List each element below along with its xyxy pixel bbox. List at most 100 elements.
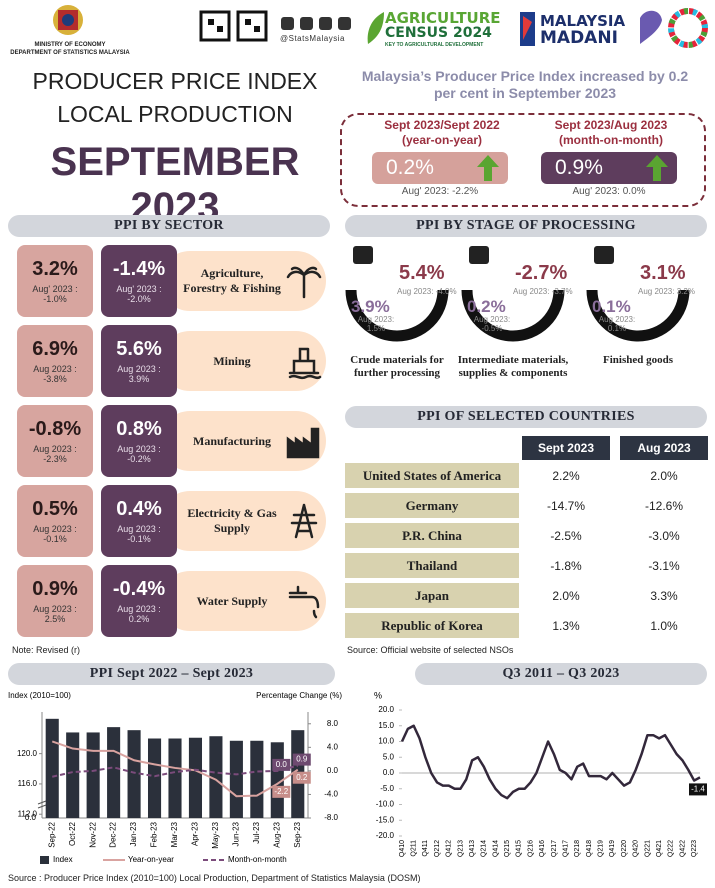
country-sept: -14.7% [546,498,586,513]
x-tick-label: Sep-23 [293,821,302,847]
x-tick-label: Q213 [457,840,464,857]
country-aug: 2.0% [650,468,678,483]
note: Note: Revised (r) [12,645,81,655]
mom-value: -1.4% [112,258,166,280]
y2-tick-label: 8.0 [327,719,339,728]
period: SEPTEMBER 2023 [50,140,300,229]
line [400,724,701,800]
yoy-box: 6.9% Aug 2023 : -3.8% [17,325,93,397]
x-tick-label: Q418 [586,840,593,857]
y2-tick-label: 4.0 [327,742,339,751]
sector-icon-shape [290,503,318,539]
summary-previous: Aug' 2023: 0.0% [572,186,646,197]
stage-mom-previous: Aug 2023: 0.1% [598,315,636,333]
x-tick-label: Oct-22 [68,821,77,846]
country-aug: -3.0% [648,528,680,543]
madani-logo [520,12,535,46]
section-header: PPI BY STAGE OF PROCESSING [345,215,707,237]
up-arrow-shape [477,155,499,181]
sector-band [160,251,326,311]
y-tick-label: 0.0 [383,768,395,777]
yoy-previous-label: Aug 2023 : [33,364,77,374]
line [51,740,299,798]
stage-icon-shape [594,246,614,264]
sector-icon [286,427,320,459]
madani-text: MALAYSIA [540,12,626,30]
yoy-previous-label: Aug 2023 : [33,604,77,614]
mom-previous-label: Aug 2023 : [117,524,161,534]
mom-value: 5.6% [116,338,162,360]
mom-box: 5.6% Aug 2023 :3.9% [101,325,177,397]
sector-name: Manufacturing [193,433,271,448]
bar [86,732,100,818]
footer: Source : Producer Price Index (2010=100)… [8,873,421,883]
mom-previous: 0.2% [128,614,150,624]
legend-swatch [40,856,49,864]
y-tick-label: -5.0 [380,784,394,793]
up-arrow-shape [646,155,668,181]
stage-arc-shape [461,289,565,342]
stage-yoy-previous: Aug 2023: 3.2% [638,287,695,296]
mom-box: 0.8% Aug 2023 : -0.2% [101,405,177,477]
value-label-box [292,753,311,766]
country-aug: 1.0% [650,618,678,633]
stage-mom: 0.1% [592,297,631,316]
source: Source: Official website of selected NSO… [347,645,514,655]
x-tick-label: Q214 [481,840,488,857]
bar [168,738,182,818]
yoy-value: 0.5% [32,498,78,520]
stage-yoy-previous: Aug 2023: -3.7% [513,287,573,296]
sdg-logos [640,8,708,48]
yoy-value: 6.9% [32,338,78,360]
sector-icon-shape [286,266,322,299]
department-name: DEPARTMENT OF STATISTICS MALAYSIA [10,50,130,56]
summary-value: 0.9% [555,156,603,179]
sector-icon-shape [286,427,320,459]
stage-arc-shape [345,289,449,342]
country-aug: 3.3% [650,588,678,603]
stage-mom: 3.9% [351,297,390,316]
stage-name: Intermediate materials, supplies & compo… [457,354,569,379]
sector-icon [288,585,320,619]
axis-break [37,800,47,809]
title: PRODUCER PRICE INDEX [32,68,318,94]
country-name: Thailand [345,553,519,578]
x-tick-label: Q411 [422,840,429,857]
x-tick-label: Q219 [598,840,605,857]
qr-codes [199,10,268,42]
summary-sublabel: (year-on-year) [401,133,483,147]
y-axis-title: Index (2010=100) [8,691,71,700]
yoy-previous-label: Aug' 2023 : [32,284,78,294]
up-arrow [477,155,499,181]
value-label: 0.0 [276,760,288,769]
y-tick-label: 5.0 [383,752,395,761]
mom-value: 0.8% [116,418,162,440]
stage-icon-shape [353,246,373,264]
yoy-previous: -2.3% [43,454,67,464]
bar [107,727,121,818]
stage-arc [586,289,690,342]
yoy-value: -0.8% [28,418,82,440]
sector-name: Water Supply [196,593,268,608]
census-leaf [367,12,384,44]
summary-label: Sept 2023/Aug 2023 [554,118,668,132]
x-tick-label: Q212 [434,840,441,857]
value-label: -1.4 [691,785,705,794]
stage-name: Crude materials for further processing [350,354,444,379]
line [52,764,299,778]
stage-arc [461,289,565,342]
section-header: PPI OF SELECTED COUNTRIES [345,406,707,428]
census-tagline: KEY TO AGRICULTURAL DEVELOPMENT [385,42,484,48]
stage-mom-previous: Aug 2023: 1.5% [357,315,395,333]
mom-previous-label: Aug 2023 : [117,364,161,374]
mom-previous-label: Aug 2023 : [117,444,161,454]
summary-label: Sept 2023/Sept 2022 [384,118,500,132]
sector-name: Agriculture, Forestry & Fishing [183,266,281,295]
y-tick-label: -15.0 [376,815,395,824]
x-tick-label: Q221 [644,840,651,857]
mom-value: 0.4% [116,498,162,520]
social-handle: @StatsMalaysia [280,34,345,43]
x-tick-label: Jul-23 [252,821,261,843]
y-tick-label: 112.0 [18,809,38,818]
